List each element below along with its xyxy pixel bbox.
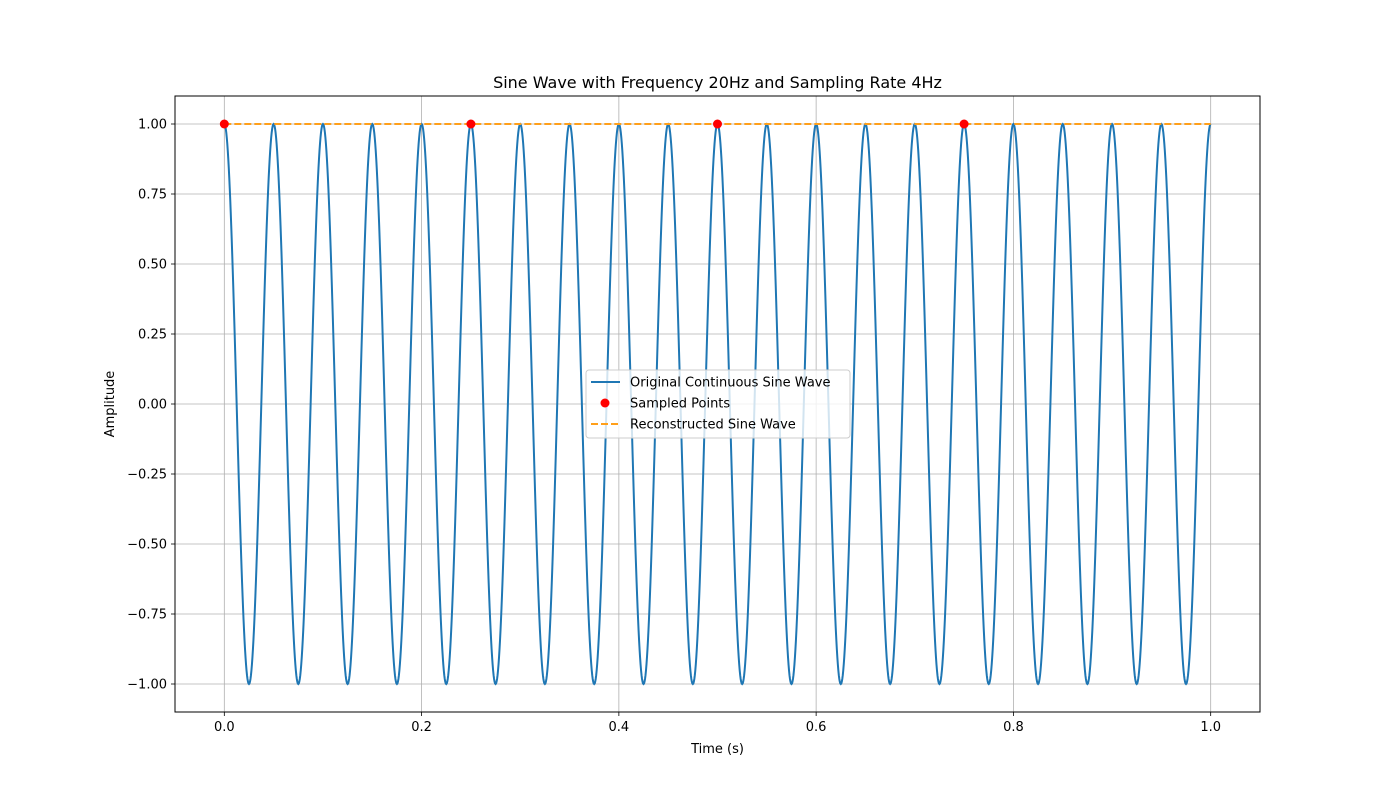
legend-label: Original Continuous Sine Wave	[630, 376, 830, 391]
legend-label: Reconstructed Sine Wave	[630, 418, 796, 433]
sampled-point	[466, 119, 476, 129]
y-tick-label: 0.25	[138, 328, 167, 343]
legend: Original Continuous Sine Wave Sampled Poi…	[585, 369, 851, 439]
sampled-point	[219, 119, 229, 129]
x-tick-label: 1.0	[1200, 720, 1221, 735]
y-tick-label: −1.00	[127, 678, 167, 693]
y-tick-label: −0.75	[127, 608, 167, 623]
x-tick-label: 0.8	[1003, 720, 1024, 735]
y-tick-label: 0.00	[138, 398, 167, 413]
x-tick-label: 0.6	[806, 720, 827, 735]
axis-ticks: 0.0 0.2 0.4 0.6 0.8 1.0 1.00 0.75 0.50 0.25 0.00 −0…	[127, 118, 1221, 736]
sampled-point	[713, 119, 722, 129]
x-axis-label: Time (s)	[690, 742, 744, 757]
legend-label: Sampled Points	[630, 397, 730, 412]
y-tick-label: 1.00	[138, 118, 167, 133]
y-tick-label: −0.50	[127, 538, 167, 553]
legend-marker-sampled-points	[600, 398, 610, 408]
plot-area	[219, 119, 1212, 686]
y-tick-label: −0.25	[127, 468, 167, 483]
x-tick-label: 0.0	[214, 720, 235, 735]
legend-frame	[585, 369, 851, 439]
sampled-point	[959, 119, 969, 129]
y-tick-label: 0.75	[138, 188, 167, 203]
axes-frame	[174, 95, 1261, 713]
y-axis-label: Amplitude	[103, 371, 118, 438]
x-tick-label: 0.2	[411, 720, 432, 735]
y-tick-label: 0.50	[138, 258, 167, 273]
chart-title: Sine Wave with Frequency 20Hz and Sampli…	[493, 73, 942, 92]
x-tick-label: 0.4	[609, 720, 630, 735]
